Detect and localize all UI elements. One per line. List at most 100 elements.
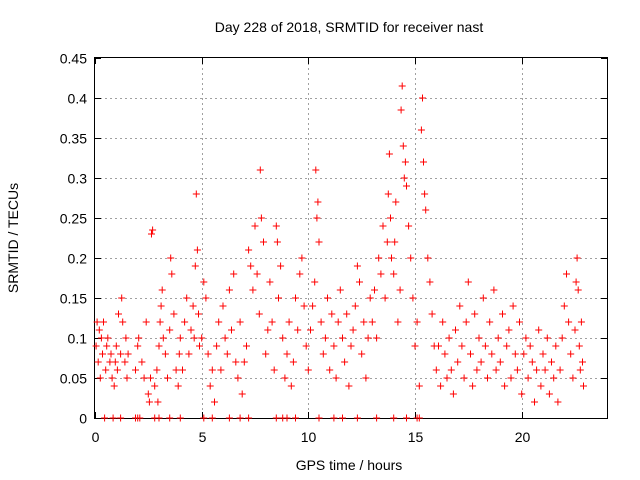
grid-layer [95,58,607,418]
data-point [151,382,159,390]
data-point [554,398,562,406]
data-point [122,334,130,342]
data-point [170,310,178,318]
data-point [503,342,511,350]
data-point [443,374,451,382]
data-point [383,238,391,246]
data-point [364,334,372,342]
data-point [349,326,357,334]
data-point [513,366,521,374]
data-point [157,302,165,310]
data-point [117,414,125,422]
data-point [397,106,405,114]
data-point [407,254,415,262]
data-point [388,254,395,262]
data-point [200,414,208,422]
data-point [574,286,582,294]
data-point [319,350,327,358]
data-point [449,390,457,398]
data-point [339,414,346,422]
data-point [471,310,479,318]
data-point [441,350,449,358]
data-point [174,382,182,390]
data-point [166,414,174,422]
points-layer [92,82,587,422]
data-point [484,374,491,382]
data-point [181,318,189,326]
data-point [421,190,429,198]
data-point [200,278,208,286]
data-point [486,318,494,326]
data-point [353,262,361,270]
data-point [531,398,538,406]
data-point [577,318,585,326]
data-point [343,310,351,318]
x-tick-label: 10 [301,429,317,445]
data-point [520,350,528,358]
data-point [494,334,502,342]
data-point [187,326,195,334]
data-point [413,318,421,326]
data-point [219,302,227,310]
data-point [424,254,432,262]
data-point [213,342,221,350]
data-point [567,350,575,358]
data-point [172,366,180,374]
data-point [155,342,163,350]
data-point [507,374,515,382]
data-point [164,374,171,382]
data-point [225,414,233,422]
data-point [287,382,295,390]
data-point [537,382,545,390]
data-point [273,238,281,246]
data-point [228,326,235,334]
data-point [232,358,240,366]
data-point [403,182,410,190]
y-tick-label: 0 [79,411,87,427]
data-point [417,126,425,134]
data-point [400,174,408,182]
data-point [230,270,238,278]
data-point [223,350,231,358]
plot-frame [94,57,608,419]
data-point [275,294,282,302]
y-tick-label: 0.15 [60,291,87,307]
data-point [324,294,331,302]
data-point [109,414,117,422]
data-point [409,294,417,302]
data-point [300,302,308,310]
data-point [543,334,551,342]
data-point [110,382,118,390]
data-point [134,342,142,350]
data-point [458,342,466,350]
data-point [492,366,500,374]
data-point [516,318,523,326]
data-point [422,206,430,214]
data-point [460,374,468,382]
data-point [93,318,101,326]
data-point [156,318,164,326]
y-tick-label: 0.25 [60,211,87,227]
data-point [399,142,407,150]
data-point [153,366,161,374]
data-point [371,286,378,294]
data-point [315,238,323,246]
data-point [191,262,199,270]
data-point [390,414,398,422]
data-point [435,342,442,350]
data-point [313,214,321,222]
data-point [283,350,291,358]
data-point [144,390,152,398]
data-point [326,366,334,374]
data-point [351,302,359,310]
data-point [437,382,445,390]
data-point [398,82,406,90]
data-point [135,334,143,342]
data-point [307,326,314,334]
data-point [490,286,498,294]
data-point [419,94,426,102]
data-point [479,294,487,302]
data-point [381,294,389,302]
data-point [206,382,214,390]
data-point [545,390,553,398]
